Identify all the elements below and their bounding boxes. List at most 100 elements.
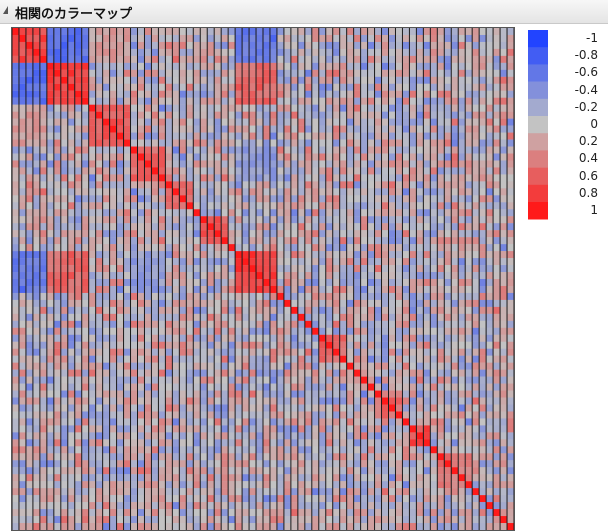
heatmap-cell bbox=[311, 76, 319, 84]
heatmap-cell bbox=[214, 209, 222, 217]
heatmap-cell bbox=[311, 174, 319, 182]
heatmap-cell bbox=[12, 174, 20, 182]
heatmap-cell bbox=[318, 202, 326, 210]
heatmap-cell bbox=[444, 48, 452, 56]
heatmap-cell bbox=[332, 139, 340, 147]
heatmap-cell bbox=[200, 34, 208, 42]
heatmap-cell bbox=[214, 223, 222, 231]
heatmap-cell bbox=[500, 376, 508, 384]
heatmap-cell bbox=[193, 90, 201, 98]
heatmap-cell bbox=[39, 446, 47, 454]
heatmap-cell bbox=[81, 181, 89, 189]
heatmap-cell bbox=[193, 118, 201, 126]
heatmap-cell bbox=[465, 41, 473, 49]
heatmap-cell bbox=[102, 285, 110, 293]
heatmap-cell bbox=[374, 460, 382, 468]
heatmap-cell bbox=[137, 390, 145, 398]
heatmap-cell bbox=[242, 481, 250, 489]
heatmap-cell bbox=[242, 69, 250, 77]
heatmap-cell bbox=[25, 369, 33, 377]
heatmap-cell bbox=[158, 425, 166, 433]
heatmap-cell bbox=[172, 376, 180, 384]
heatmap-cell bbox=[200, 230, 208, 238]
heatmap-cell bbox=[172, 292, 180, 300]
heatmap-cell bbox=[18, 481, 26, 489]
heatmap-cell bbox=[500, 153, 508, 161]
heatmap-cell bbox=[416, 313, 424, 321]
heatmap-cell bbox=[102, 320, 110, 328]
heatmap-cell bbox=[367, 244, 375, 252]
heatmap-cell bbox=[109, 334, 117, 342]
heatmap-cell bbox=[39, 62, 47, 70]
heatmap-cell bbox=[95, 292, 103, 300]
heatmap-cell bbox=[325, 230, 333, 238]
heatmap-cell bbox=[388, 48, 396, 56]
heatmap-cell bbox=[493, 48, 501, 56]
heatmap-cell bbox=[39, 153, 47, 161]
heatmap-cell bbox=[12, 160, 20, 168]
heatmap-cell bbox=[137, 76, 145, 84]
heatmap-cell bbox=[186, 313, 194, 321]
heatmap-cell bbox=[12, 244, 20, 252]
heatmap-cell bbox=[486, 55, 494, 63]
heatmap-cell bbox=[193, 48, 201, 56]
heatmap-cell bbox=[81, 90, 89, 98]
heatmap-cell bbox=[165, 265, 173, 273]
heatmap-cell bbox=[18, 502, 26, 510]
heatmap-cell bbox=[325, 28, 333, 36]
heatmap-cell bbox=[500, 425, 508, 433]
heatmap-cell bbox=[283, 55, 291, 63]
heatmap-cell bbox=[25, 390, 33, 398]
heatmap-cell bbox=[297, 125, 305, 133]
heatmap-cell bbox=[339, 146, 347, 154]
heatmap-cell bbox=[276, 48, 284, 56]
heatmap-cell bbox=[207, 341, 215, 349]
heatmap-cell bbox=[465, 404, 473, 412]
heatmap-cell bbox=[367, 474, 375, 482]
heatmap-cell bbox=[486, 397, 494, 405]
heatmap-cell bbox=[367, 313, 375, 321]
heatmap-cell bbox=[137, 223, 145, 231]
heatmap-cell bbox=[214, 488, 222, 496]
heatmap-cell bbox=[95, 202, 103, 210]
heatmap-cell bbox=[381, 348, 389, 356]
heatmap-cell bbox=[67, 439, 75, 447]
heatmap-cell bbox=[137, 272, 145, 280]
heatmap-cell bbox=[507, 55, 514, 63]
heatmap-cell bbox=[67, 383, 75, 391]
heatmap-cell bbox=[123, 369, 131, 377]
heatmap-cell bbox=[507, 397, 514, 405]
heatmap-cell bbox=[360, 209, 368, 217]
heatmap-cell bbox=[444, 146, 452, 154]
heatmap-cell bbox=[458, 383, 466, 391]
heatmap-cell bbox=[304, 195, 312, 203]
heatmap-cell bbox=[228, 97, 236, 105]
heatmap-cell bbox=[151, 313, 159, 321]
heatmap-cell bbox=[151, 404, 159, 412]
heatmap-cell bbox=[214, 55, 222, 63]
heatmap-cell bbox=[332, 411, 340, 419]
heatmap-cell bbox=[290, 292, 298, 300]
heatmap-cell bbox=[402, 97, 410, 105]
heatmap-cell bbox=[283, 446, 291, 454]
heatmap-cell bbox=[374, 174, 382, 182]
heatmap-cell bbox=[144, 341, 152, 349]
heatmap-cell bbox=[444, 41, 452, 49]
heatmap-cell bbox=[367, 83, 375, 91]
heatmap-cell bbox=[304, 488, 312, 496]
heatmap-cell bbox=[269, 160, 277, 168]
heatmap-cell bbox=[74, 237, 82, 245]
heatmap-cell bbox=[39, 467, 47, 475]
heatmap-cell bbox=[318, 397, 326, 405]
heatmap-cell bbox=[500, 341, 508, 349]
heatmap-cell bbox=[367, 90, 375, 98]
heatmap-cell bbox=[95, 439, 103, 447]
heatmap-cell bbox=[283, 432, 291, 440]
heatmap-cell bbox=[263, 209, 271, 217]
heatmap-cell bbox=[416, 34, 424, 42]
heatmap-cell bbox=[290, 285, 298, 293]
heatmap-cell bbox=[172, 474, 180, 482]
heatmap-cell bbox=[88, 132, 96, 140]
disclosure-triangle-icon[interactable] bbox=[3, 6, 8, 14]
heatmap-cell bbox=[151, 258, 159, 266]
